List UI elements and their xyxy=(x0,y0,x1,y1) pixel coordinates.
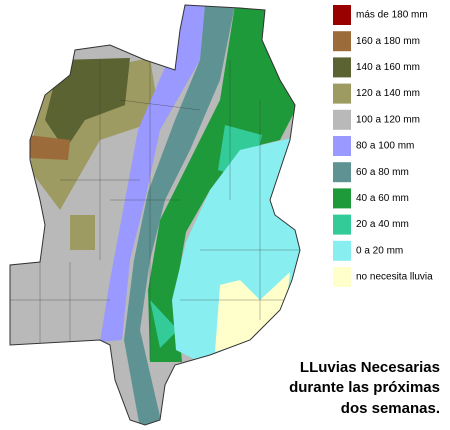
legend-label: 20 a 40 mm xyxy=(356,219,409,230)
legend-swatch xyxy=(333,83,351,104)
legend-label: 140 a 160 mm xyxy=(356,62,420,73)
legend-swatch xyxy=(333,31,351,52)
legend-swatch xyxy=(333,267,351,287)
map-zone xyxy=(45,58,130,150)
legend-label: más de 180 mm xyxy=(356,10,428,21)
legend-swatch xyxy=(333,214,351,235)
caption-line: durante las próximas xyxy=(289,379,440,396)
legend-swatch xyxy=(333,240,351,261)
legend-label: 120 a 140 mm xyxy=(356,88,420,99)
map-zone xyxy=(124,5,235,425)
legend-label: 40 a 60 mm xyxy=(356,193,409,204)
legend-label: 160 a 180 mm xyxy=(356,36,420,47)
map-zone xyxy=(100,5,205,342)
legend-label: no necesita lluvia xyxy=(356,272,433,283)
map-outline xyxy=(9,4,301,426)
legend-swatch xyxy=(333,5,351,25)
caption-line: dos semanas. xyxy=(341,400,440,417)
legend-swatch xyxy=(333,188,351,209)
legend-swatch xyxy=(333,57,351,78)
legend-swatch xyxy=(333,136,351,156)
county-lines xyxy=(10,40,300,360)
legend-swatch xyxy=(333,109,351,130)
legend-swatch xyxy=(333,162,351,183)
map-zone xyxy=(215,272,290,352)
map-zone xyxy=(70,215,95,250)
legend-label: 100 a 120 mm xyxy=(356,114,420,125)
map-zone xyxy=(148,5,298,362)
caption-line: LLuvias Necesarias xyxy=(300,359,440,376)
legend-label: 80 a 100 mm xyxy=(356,141,414,152)
map-zone xyxy=(28,135,70,160)
legend-label: 60 a 80 mm xyxy=(356,167,409,178)
map-zone xyxy=(150,300,178,348)
legend-label: 0 a 20 mm xyxy=(356,245,403,256)
legend: más de 180 mm 160 a 180 mm 140 a 160 mm 120… xyxy=(333,5,433,287)
